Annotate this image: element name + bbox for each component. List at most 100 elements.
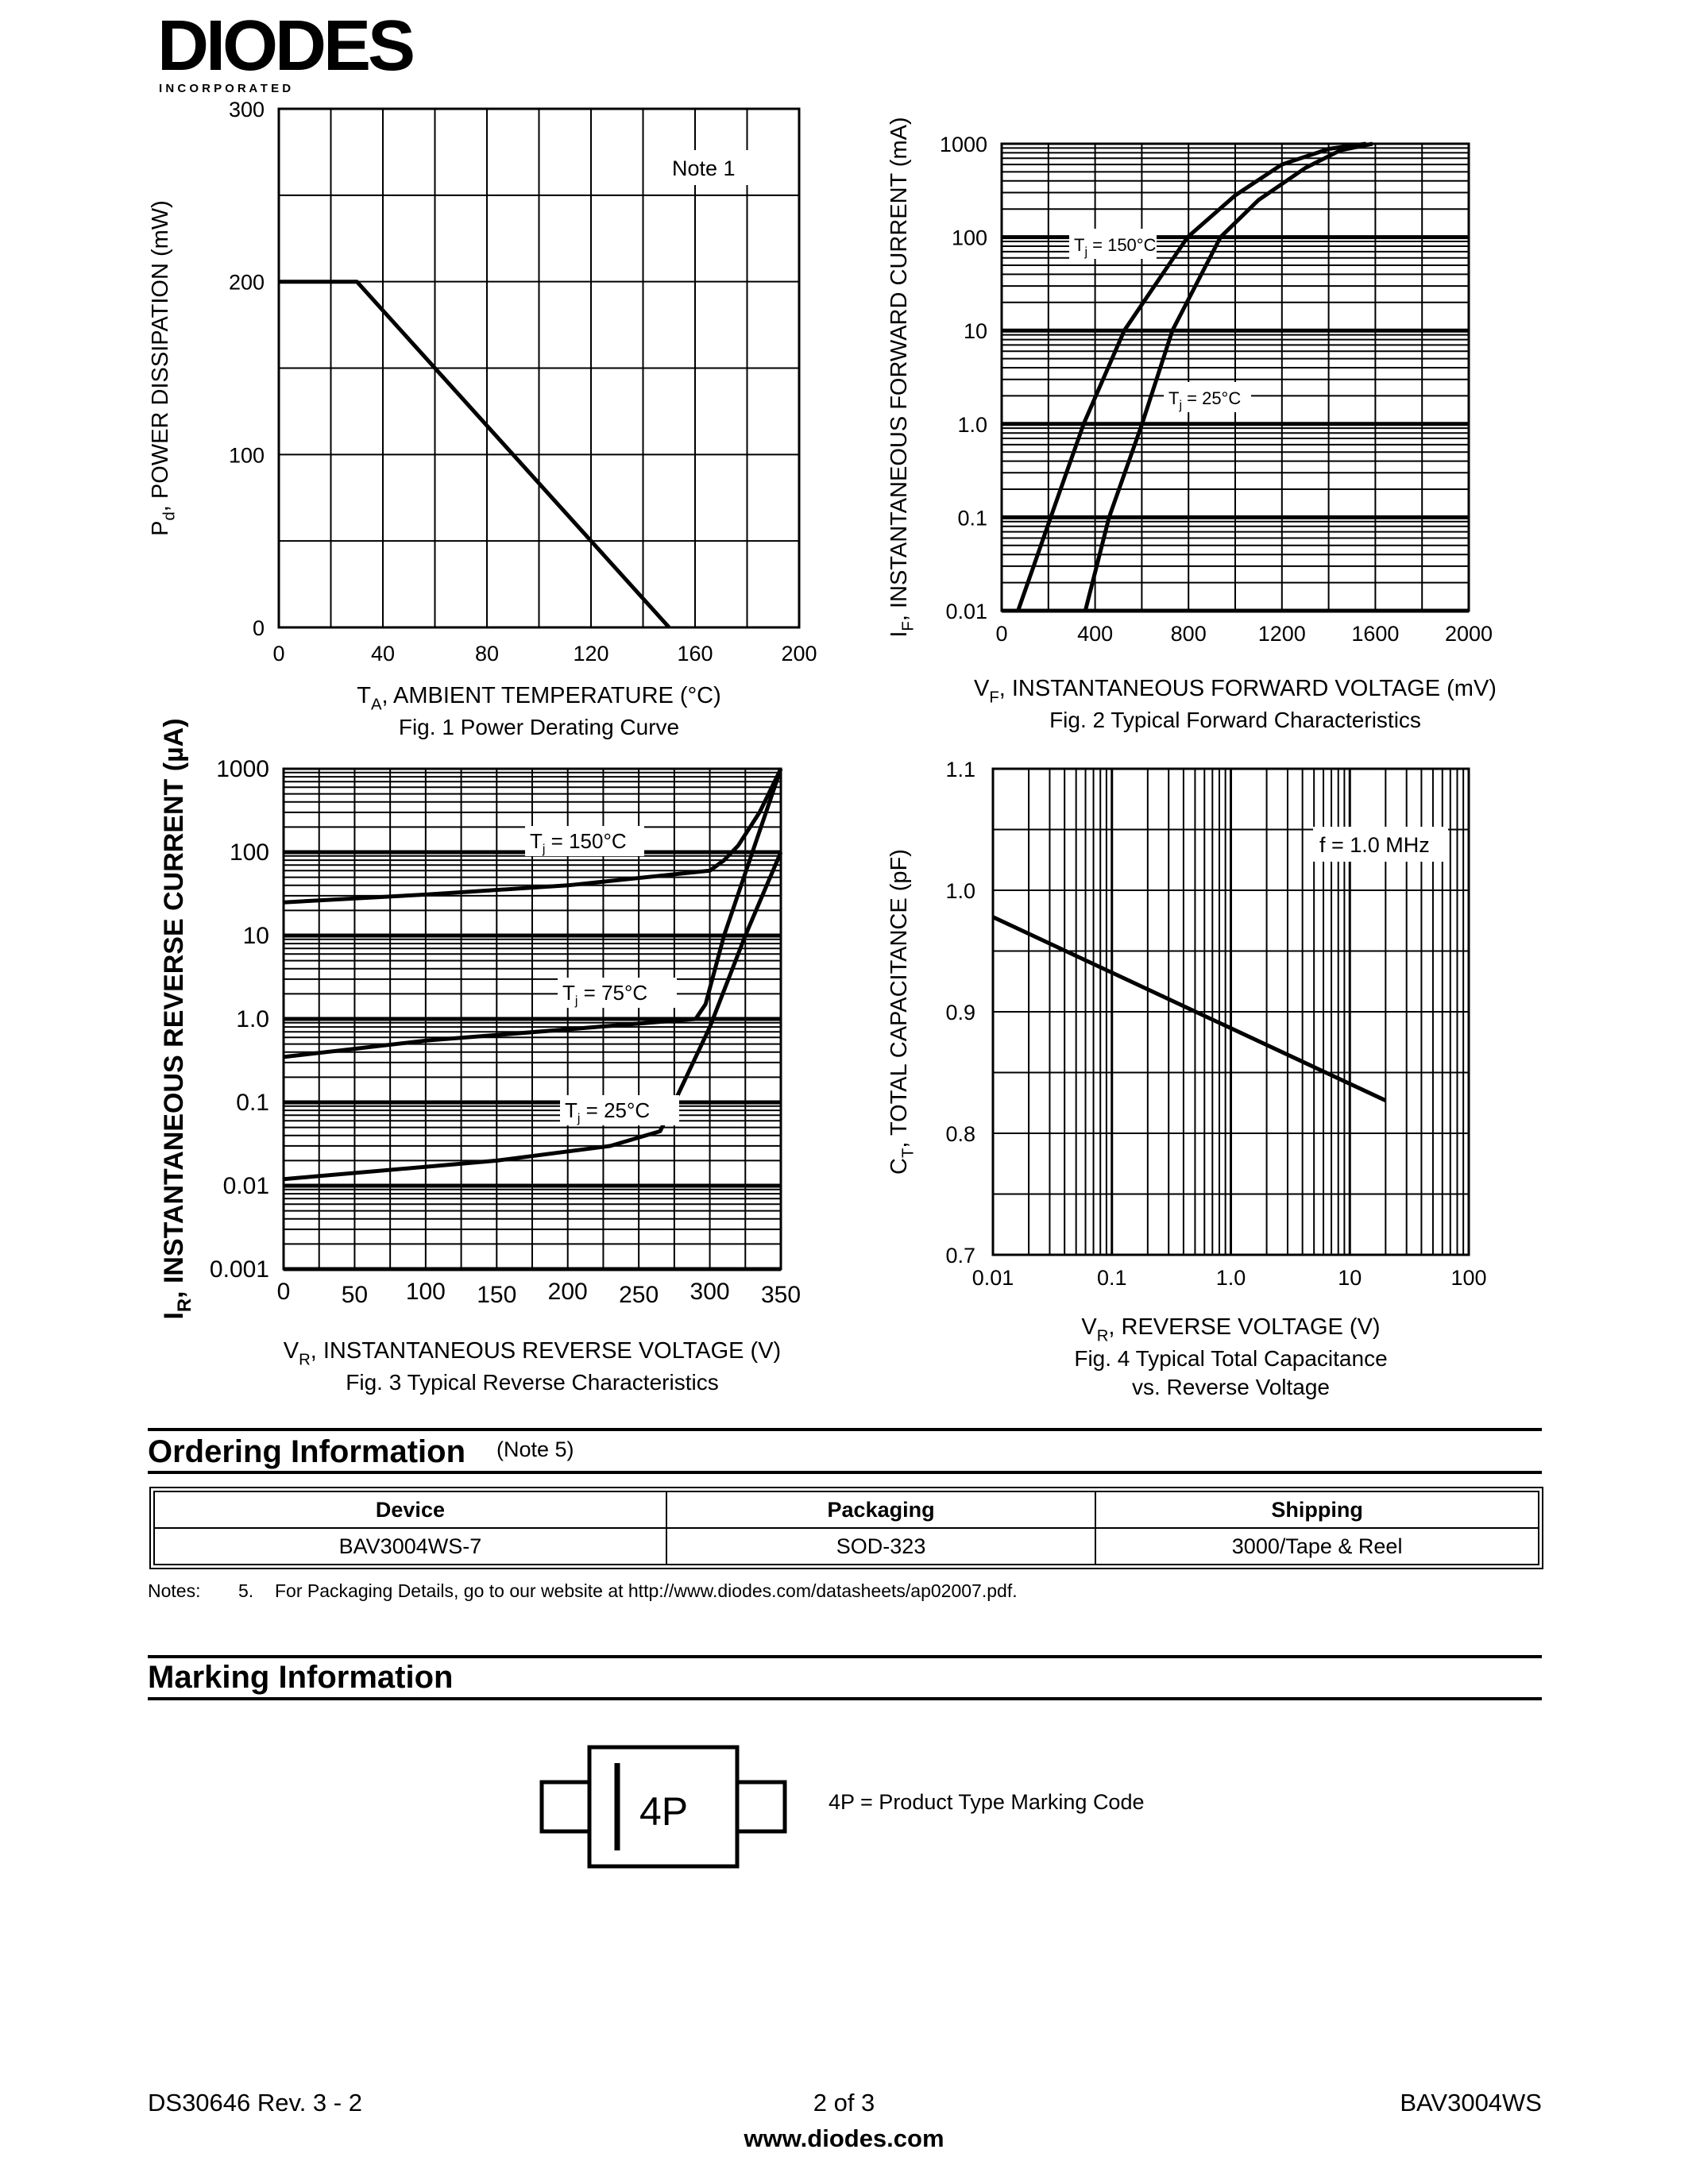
y-tick-label: 0.8 (945, 1122, 975, 1146)
figure-caption: Fig. 4 Typical Total Capacitance (1074, 1346, 1387, 1371)
axis-label: VR, INSTANTANEOUS REVERSE VOLTAGE (V) (284, 1338, 781, 1369)
ordering-title: Ordering Information (148, 1434, 465, 1469)
marking-code: 4P (639, 1789, 688, 1834)
series-label: Tj = 25°C (565, 1098, 650, 1125)
y-tick-label: 0.7 (945, 1244, 975, 1268)
y-tick-label: 1.0 (945, 879, 975, 903)
notes-label: Notes: (148, 1580, 201, 1601)
divider (148, 1655, 1542, 1658)
x-tick-label: 200 (548, 1279, 588, 1305)
column-header: Shipping (1095, 1491, 1539, 1529)
logo-text: DIODES (157, 11, 413, 86)
x-tick-label: 2000 (1445, 622, 1493, 646)
axis-label: CT, TOTAL CAPACITANCE (pF) (886, 849, 917, 1175)
x-tick-label: 0.01 (972, 1266, 1014, 1290)
x-tick-label: 200 (781, 642, 817, 666)
y-tick-label: 0.9 (945, 1001, 975, 1024)
table-header-row: Device Packaging Shipping (153, 1491, 1539, 1529)
x-tick-label: 80 (475, 642, 499, 666)
y-tick-label: 10 (964, 319, 987, 343)
website-link[interactable]: www.diodes.com (744, 2124, 944, 2152)
series-label: Tj = 150°C (530, 829, 627, 856)
annotation: f = 1.0 MHz (1319, 833, 1430, 857)
x-tick-label: 800 (1171, 622, 1207, 646)
ordering-table: Device Packaging Shipping BAV3004WS-7 SO… (153, 1491, 1539, 1565)
part-number: BAV3004WS (1400, 2089, 1542, 2116)
series-line (1083, 141, 1373, 612)
series-label-bg (1164, 382, 1251, 412)
x-tick-label: 120 (573, 642, 608, 666)
doc-number: DS30646 Rev. 3 - 2 (148, 2089, 362, 2116)
package-body (587, 1745, 740, 1869)
marking-title: Marking Information (148, 1660, 454, 1695)
x-tick-label: 1600 (1351, 622, 1399, 646)
annotation-bg (666, 150, 769, 185)
x-tick-label: 100 (1450, 1266, 1486, 1290)
axis-label: IR, INSTANTANEOUS REVERSE CURRENT (µA) (159, 718, 195, 1319)
plot-frame (277, 107, 801, 629)
y-tick-label: 100 (229, 443, 265, 467)
figure-caption-line2: vs. Reverse Voltage (1132, 1375, 1330, 1399)
annotation-bg (1313, 827, 1448, 862)
x-tick-label: 250 (619, 1282, 659, 1308)
column-header: Device (153, 1491, 667, 1529)
series-line (283, 767, 783, 905)
y-tick-label: 0.01 (945, 600, 987, 623)
y-tick-label: 300 (229, 98, 265, 122)
series-label-bg (1069, 229, 1157, 259)
figure-caption: Fig. 1 Power Derating Curve (399, 715, 679, 739)
left-lead (539, 1780, 592, 1834)
right-lead (735, 1780, 787, 1834)
y-tick-label: 0.001 (210, 1256, 269, 1283)
y-tick-label: 0.01 (223, 1173, 269, 1199)
series-line (279, 280, 671, 629)
x-tick-label: 300 (690, 1279, 730, 1305)
plot-frame (991, 767, 1470, 1256)
series-line (1016, 141, 1366, 612)
ordering-table-frame: Device Packaging Shipping BAV3004WS-7 SO… (149, 1487, 1543, 1569)
table-row: BAV3004WS-7 SOD-323 3000/Tape & Reel (153, 1527, 1539, 1565)
axis-label: TA, AMBIENT TEMPERATURE (°C) (357, 683, 721, 714)
series-label: Tj = 75°C (562, 981, 647, 1008)
x-tick-label: 0 (995, 622, 1007, 646)
note-number: 5. (238, 1580, 254, 1601)
note-text: For Packaging Details, go to our website… (275, 1580, 1018, 1601)
plot-frame (282, 767, 782, 1271)
x-tick-label: 0 (277, 1279, 291, 1305)
x-tick-label: 0 (272, 642, 284, 666)
series-label-bg (558, 978, 677, 1008)
x-tick-label: 160 (677, 642, 713, 666)
cell-packaging: SOD-323 (665, 1527, 1097, 1565)
marking-diagram: 4P (539, 1745, 787, 1869)
page-number: 2 of 3 (813, 2089, 875, 2116)
x-tick-label: 350 (761, 1282, 801, 1308)
x-tick-label: 0.1 (1097, 1266, 1127, 1290)
figure-caption: Fig. 3 Typical Reverse Characteristics (346, 1370, 718, 1395)
x-tick-label: 50 (342, 1282, 368, 1308)
divider (148, 1697, 1542, 1700)
ordering-note-ref: (Note 5) (496, 1437, 574, 1461)
x-tick-label: 10 (1338, 1266, 1362, 1290)
y-tick-label: 200 (229, 271, 265, 295)
y-tick-label: 0.1 (957, 506, 987, 530)
y-tick-label: 0.1 (236, 1090, 269, 1116)
cell-shipping: 3000/Tape & Reel (1095, 1527, 1539, 1565)
logo-subtext: I N C O R P O R A T E D (159, 82, 291, 94)
y-tick-label: 0 (253, 616, 265, 640)
axis-label: Pd, POWER DISSIPATION (mW) (148, 200, 179, 536)
x-tick-label: 400 (1077, 622, 1113, 646)
series-label: Tj = 25°C (1168, 388, 1241, 412)
y-tick-label: 1000 (940, 133, 987, 156)
divider (148, 1428, 1542, 1431)
series-line (991, 915, 1387, 1102)
series-label-bg (560, 1095, 679, 1125)
x-tick-label: 1200 (1258, 622, 1306, 646)
figure-caption: Fig. 2 Typical Forward Characteristics (1049, 708, 1421, 732)
diodes-logo: DIODES I N C O R P O R A T E D (157, 11, 416, 94)
plot-frame (1000, 142, 1470, 612)
y-tick-label: 100 (230, 839, 269, 866)
y-tick-label: 1.0 (236, 1006, 269, 1032)
y-tick-label: 1000 (216, 756, 269, 782)
